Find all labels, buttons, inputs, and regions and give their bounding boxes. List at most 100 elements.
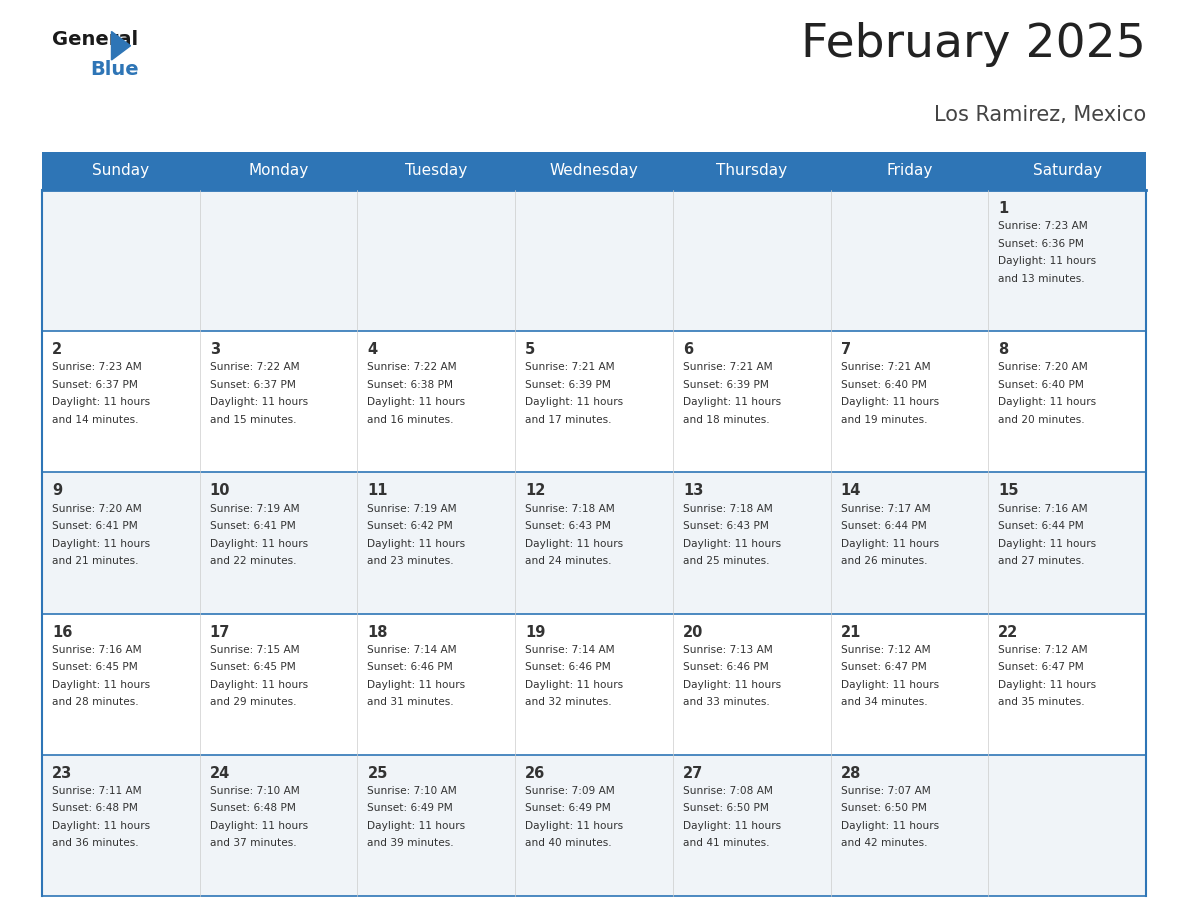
Bar	[672, 473, 830, 613]
Bar	[672, 190, 830, 331]
Text: and 22 minutes.: and 22 minutes.	[210, 556, 296, 566]
Text: Blue: Blue	[90, 60, 139, 79]
Text: Sunrise: 7:10 AM: Sunrise: 7:10 AM	[367, 786, 457, 796]
Text: Sunset: 6:36 PM: Sunset: 6:36 PM	[998, 239, 1085, 249]
Text: and 34 minutes.: and 34 minutes.	[841, 698, 927, 707]
Text: Daylight: 11 hours: Daylight: 11 hours	[367, 679, 466, 689]
Text: 23: 23	[52, 766, 72, 781]
Text: Daylight: 11 hours: Daylight: 11 hours	[841, 539, 939, 549]
Text: Monday: Monday	[248, 163, 309, 178]
Text: 6: 6	[683, 342, 693, 357]
Text: 16: 16	[52, 624, 72, 640]
Text: and 29 minutes.: and 29 minutes.	[210, 698, 296, 707]
Bar	[200, 755, 358, 896]
Text: Thursday: Thursday	[716, 163, 788, 178]
Bar	[358, 331, 516, 473]
Text: and 28 minutes.: and 28 minutes.	[52, 698, 139, 707]
Text: 9: 9	[52, 484, 62, 498]
Text: Daylight: 11 hours: Daylight: 11 hours	[367, 821, 466, 831]
Bar	[358, 473, 516, 613]
Text: Sunrise: 7:18 AM: Sunrise: 7:18 AM	[683, 504, 772, 513]
Text: Daylight: 11 hours: Daylight: 11 hours	[525, 539, 624, 549]
Bar	[358, 755, 516, 896]
Text: 1: 1	[998, 201, 1009, 216]
Text: and 24 minutes.: and 24 minutes.	[525, 556, 612, 566]
Text: Sunset: 6:50 PM: Sunset: 6:50 PM	[841, 803, 927, 813]
Text: Sunset: 6:39 PM: Sunset: 6:39 PM	[683, 380, 769, 390]
Text: 14: 14	[841, 484, 861, 498]
Text: Sunrise: 7:07 AM: Sunrise: 7:07 AM	[841, 786, 930, 796]
Text: Sunset: 6:42 PM: Sunset: 6:42 PM	[367, 521, 453, 531]
Text: and 20 minutes.: and 20 minutes.	[998, 415, 1085, 425]
Text: Daylight: 11 hours: Daylight: 11 hours	[683, 679, 781, 689]
Text: Daylight: 11 hours: Daylight: 11 hours	[525, 679, 624, 689]
Text: and 35 minutes.: and 35 minutes.	[998, 698, 1085, 707]
Text: Sunrise: 7:12 AM: Sunrise: 7:12 AM	[841, 644, 930, 655]
Text: 22: 22	[998, 624, 1018, 640]
Text: 11: 11	[367, 484, 388, 498]
Text: Sunset: 6:50 PM: Sunset: 6:50 PM	[683, 803, 769, 813]
Text: Sunrise: 7:16 AM: Sunrise: 7:16 AM	[52, 644, 141, 655]
Text: Sunset: 6:44 PM: Sunset: 6:44 PM	[841, 521, 927, 531]
Text: 19: 19	[525, 624, 545, 640]
Text: 10: 10	[210, 484, 230, 498]
Bar	[200, 331, 358, 473]
Text: Sunrise: 7:08 AM: Sunrise: 7:08 AM	[683, 786, 772, 796]
Text: and 16 minutes.: and 16 minutes.	[367, 415, 454, 425]
Text: Sunset: 6:46 PM: Sunset: 6:46 PM	[525, 662, 611, 672]
Bar	[672, 613, 830, 755]
Bar	[516, 613, 672, 755]
Text: 18: 18	[367, 624, 388, 640]
Text: Tuesday: Tuesday	[405, 163, 467, 178]
Text: 26: 26	[525, 766, 545, 781]
Text: Sunrise: 7:19 AM: Sunrise: 7:19 AM	[210, 504, 299, 513]
Text: 24: 24	[210, 766, 230, 781]
Bar	[200, 473, 358, 613]
Text: Los Ramirez, Mexico: Los Ramirez, Mexico	[934, 105, 1146, 125]
Text: and 40 minutes.: and 40 minutes.	[525, 838, 612, 848]
Text: Sunset: 6:48 PM: Sunset: 6:48 PM	[210, 803, 296, 813]
Text: Daylight: 11 hours: Daylight: 11 hours	[841, 397, 939, 408]
Text: Sunrise: 7:10 AM: Sunrise: 7:10 AM	[210, 786, 299, 796]
Text: Sunset: 6:40 PM: Sunset: 6:40 PM	[998, 380, 1085, 390]
Text: Sunrise: 7:23 AM: Sunrise: 7:23 AM	[998, 221, 1088, 231]
Text: and 23 minutes.: and 23 minutes.	[367, 556, 454, 566]
Bar	[42, 190, 200, 331]
Bar	[672, 331, 830, 473]
Text: General: General	[52, 30, 138, 49]
Bar	[42, 755, 200, 896]
Text: 5: 5	[525, 342, 536, 357]
Text: 25: 25	[367, 766, 387, 781]
Text: and 31 minutes.: and 31 minutes.	[367, 698, 454, 707]
Text: 17: 17	[210, 624, 230, 640]
Bar	[830, 331, 988, 473]
Text: 4: 4	[367, 342, 378, 357]
Text: 2: 2	[52, 342, 62, 357]
Text: Sunset: 6:47 PM: Sunset: 6:47 PM	[841, 662, 927, 672]
Text: 15: 15	[998, 484, 1019, 498]
Text: Saturday: Saturday	[1032, 163, 1101, 178]
Text: and 37 minutes.: and 37 minutes.	[210, 838, 296, 848]
Text: Sunrise: 7:23 AM: Sunrise: 7:23 AM	[52, 363, 141, 373]
Bar	[830, 755, 988, 896]
Text: and 27 minutes.: and 27 minutes.	[998, 556, 1085, 566]
Text: and 14 minutes.: and 14 minutes.	[52, 415, 139, 425]
Text: Daylight: 11 hours: Daylight: 11 hours	[841, 679, 939, 689]
Bar	[516, 755, 672, 896]
Text: Sunrise: 7:20 AM: Sunrise: 7:20 AM	[998, 363, 1088, 373]
Text: Sunrise: 7:21 AM: Sunrise: 7:21 AM	[841, 363, 930, 373]
Text: Sunset: 6:45 PM: Sunset: 6:45 PM	[210, 662, 296, 672]
Bar	[988, 613, 1146, 755]
Text: Daylight: 11 hours: Daylight: 11 hours	[683, 397, 781, 408]
Text: Daylight: 11 hours: Daylight: 11 hours	[52, 821, 150, 831]
Text: Daylight: 11 hours: Daylight: 11 hours	[52, 679, 150, 689]
Text: 3: 3	[210, 342, 220, 357]
Text: Sunrise: 7:21 AM: Sunrise: 7:21 AM	[683, 363, 772, 373]
Text: Sunrise: 7:15 AM: Sunrise: 7:15 AM	[210, 644, 299, 655]
Text: and 19 minutes.: and 19 minutes.	[841, 415, 927, 425]
Text: Sunset: 6:39 PM: Sunset: 6:39 PM	[525, 380, 611, 390]
Text: Sunrise: 7:13 AM: Sunrise: 7:13 AM	[683, 644, 772, 655]
Text: Sunrise: 7:12 AM: Sunrise: 7:12 AM	[998, 644, 1088, 655]
Bar	[988, 190, 1146, 331]
Text: Sunrise: 7:21 AM: Sunrise: 7:21 AM	[525, 363, 614, 373]
